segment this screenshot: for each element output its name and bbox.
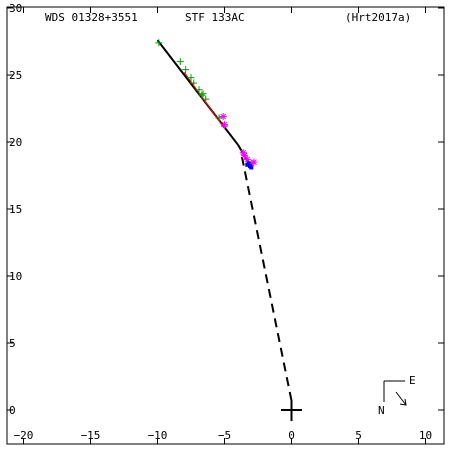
axis-ticks: −20 −15 −10 −5 0 5 10 0 5 10 15 20 25 30 (7, 2, 444, 444)
compass-rose: E N (378, 374, 416, 417)
y-tick-label: 10 (9, 270, 22, 283)
plot-frame (6, 6, 445, 445)
compass-arrow-head (399, 398, 407, 406)
orbit-line (183, 72, 225, 129)
plus-marker (195, 86, 203, 94)
y-tick-label: 5 (9, 337, 16, 350)
compass-east-label: E (409, 374, 416, 387)
wds-label: WDS 01328+3551 (45, 11, 138, 24)
compass-arrow-line (395, 391, 407, 406)
y-tick-label: 0 (9, 404, 16, 417)
plus-marker (182, 66, 190, 74)
y-tick-label: 15 (9, 203, 22, 216)
star-marker (221, 121, 228, 129)
star-marker (219, 113, 227, 121)
x-tick-label: −20 (14, 429, 34, 442)
plus-marker (176, 58, 184, 66)
dashed-connector-line (240, 156, 293, 401)
data-points (155, 39, 258, 170)
reference-label: (Hrt2017a) (345, 11, 411, 24)
square-marker (249, 165, 254, 170)
x-tick-label: 0 (288, 429, 295, 442)
plus-marker (198, 91, 206, 99)
x-tick-label: −15 (81, 429, 101, 442)
y-tick-label: 25 (9, 69, 22, 82)
x-tick-label: 5 (355, 429, 362, 442)
star-marker (239, 149, 247, 157)
star-marker (250, 158, 258, 166)
square-marker (246, 161, 251, 166)
plus-marker (190, 79, 198, 87)
x-tick-label: −5 (218, 429, 231, 442)
y-tick-label: 20 (9, 136, 22, 149)
plus-marker (199, 90, 207, 98)
x-tick-label: −10 (148, 429, 168, 442)
plus-marker (202, 95, 210, 103)
discoverer-label: STF 133AC (185, 11, 245, 24)
compass-north-label: N (378, 404, 385, 417)
plus-marker (155, 39, 163, 47)
plus-marker (187, 74, 195, 82)
x-tick-label: 10 (419, 429, 432, 442)
y-tick-label: 30 (9, 2, 22, 15)
primary-star-marker (281, 400, 302, 421)
